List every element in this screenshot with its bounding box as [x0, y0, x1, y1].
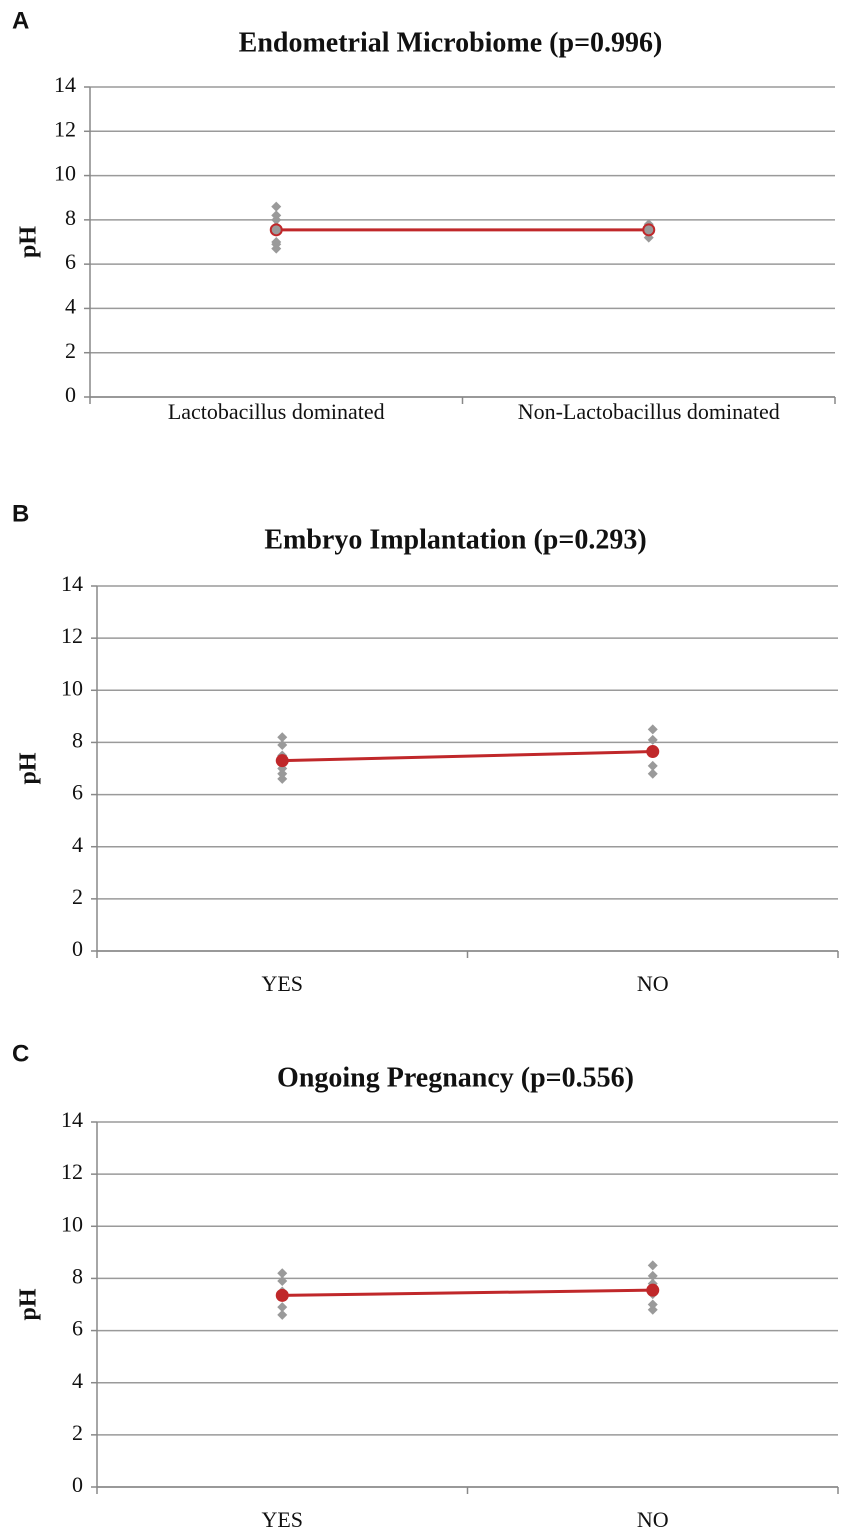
y-tick-label: 14 — [61, 1107, 83, 1132]
mean-line — [282, 1288, 653, 1297]
data-point — [277, 768, 288, 779]
data-point — [271, 214, 282, 225]
y-tick-label: 12 — [54, 116, 76, 141]
y-tick-label: 8 — [72, 1263, 83, 1288]
y-tick-label: 4 — [72, 1368, 83, 1393]
y-tick-label: 2 — [65, 338, 76, 363]
data-point — [277, 1268, 288, 1279]
mean-marker — [646, 1283, 660, 1297]
data-point — [647, 1260, 658, 1271]
mean-marker — [642, 223, 656, 237]
mean-marker — [275, 754, 289, 768]
y-tick-label: 8 — [72, 727, 83, 752]
y-tick-label: 6 — [72, 1316, 83, 1341]
data-point — [647, 768, 658, 779]
chart-title: Embryo Implantation (p=0.293) — [264, 524, 646, 555]
data-point — [647, 724, 658, 735]
y-tick-label: 2 — [72, 1420, 83, 1445]
y-tick-label: 2 — [72, 884, 83, 909]
data-point — [277, 1309, 288, 1320]
x-tick-label: YES — [261, 971, 303, 996]
data-point — [277, 773, 288, 784]
data-point — [277, 732, 288, 743]
y-tick-label: 4 — [72, 832, 83, 857]
mean-marker — [269, 223, 283, 237]
data-point — [277, 740, 288, 751]
data-point — [647, 1299, 658, 1310]
data-point — [647, 760, 658, 771]
x-tick-label: Non-Lactobacillus dominated — [518, 399, 780, 424]
mean-marker — [275, 1288, 289, 1302]
y-tick-label: 0 — [72, 1472, 83, 1497]
panel-letter: C — [12, 1040, 29, 1067]
y-tick-label: 10 — [61, 675, 83, 700]
x-tick-label: YES — [261, 1507, 303, 1532]
x-tick-label: NO — [637, 971, 669, 996]
data-point — [647, 1304, 658, 1315]
y-axis-label: pH — [16, 226, 42, 258]
mean-line — [282, 750, 653, 763]
data-point — [271, 201, 282, 212]
y-tick-label: 8 — [65, 205, 76, 230]
y-tick-label: 14 — [54, 72, 76, 97]
y-tick-label: 6 — [65, 249, 76, 274]
panel-letter: A — [12, 7, 29, 34]
data-point — [647, 734, 658, 745]
y-tick-label: 6 — [72, 780, 83, 805]
data-point — [271, 243, 282, 254]
y-tick-label: 4 — [65, 293, 76, 318]
y-tick-label: 0 — [72, 936, 83, 961]
mean-marker — [646, 745, 660, 759]
chart-title: Endometrial Microbiome (p=0.996) — [239, 27, 663, 58]
x-tick-label: Lactobacillus dominated — [168, 399, 385, 424]
chart-title: Ongoing Pregnancy (p=0.556) — [277, 1062, 634, 1093]
y-tick-label: 12 — [61, 623, 83, 648]
panel-letter: B — [12, 500, 29, 527]
y-tick-label: 10 — [54, 161, 76, 186]
y-tick-label: 0 — [65, 382, 76, 407]
y-tick-label: 14 — [61, 571, 83, 596]
data-point — [277, 1302, 288, 1313]
y-tick-label: 10 — [61, 1211, 83, 1236]
data-point — [647, 1270, 658, 1281]
y-axis-label: pH — [16, 752, 42, 784]
x-tick-label: NO — [637, 1507, 669, 1532]
y-tick-label: 12 — [61, 1159, 83, 1184]
data-point — [277, 1276, 288, 1287]
y-axis-label: pH — [16, 1288, 42, 1320]
